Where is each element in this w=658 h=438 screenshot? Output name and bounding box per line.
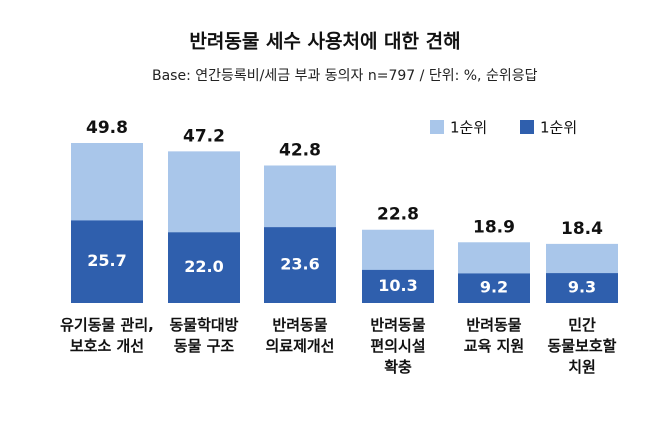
x-tick-label: 민간 동물보호할 치원 (547, 316, 616, 376)
x-tick-label: 동물학대방 동물 구조 (169, 316, 238, 355)
bar (546, 273, 618, 303)
value-label: 23.6 (280, 255, 319, 274)
x-tick-label: 반려동물 의료제개선 (265, 316, 334, 355)
legend-label: 1순위 (540, 119, 577, 137)
legend-label: 1순위 (450, 119, 487, 137)
value-label: 42.8 (279, 140, 321, 160)
value-label: 47.2 (183, 126, 225, 146)
bar (168, 232, 240, 303)
bar (458, 273, 530, 303)
chart-subtitle: Base: 연간등록비/세금 부과 동의자 n=797 / 단위: %, 순위응… (152, 68, 538, 84)
value-label: 18.4 (561, 219, 603, 239)
value-label: 25.7 (87, 251, 126, 270)
x-tick-label: 반려동물 편의시설 확충 (370, 316, 425, 376)
value-label: 18.9 (473, 217, 515, 237)
value-label: 22.0 (184, 257, 223, 276)
bar (264, 227, 336, 303)
bar (362, 269, 434, 303)
value-label: 49.8 (86, 118, 128, 138)
value-label: 9.2 (480, 278, 508, 297)
x-tick-label: 유기동물 관리, 보호소 개선 (60, 316, 154, 355)
legend-swatch (430, 120, 444, 134)
value-label: 22.8 (377, 205, 419, 225)
value-label: 9.3 (568, 278, 596, 297)
bar (71, 220, 143, 303)
chart-title: 반려동물 세수 사용처에 대한 견해 (189, 31, 460, 53)
x-tick-label: 반려동물 교육 지원 (464, 316, 524, 355)
legend-swatch (520, 120, 534, 134)
value-label: 10.3 (378, 276, 417, 295)
